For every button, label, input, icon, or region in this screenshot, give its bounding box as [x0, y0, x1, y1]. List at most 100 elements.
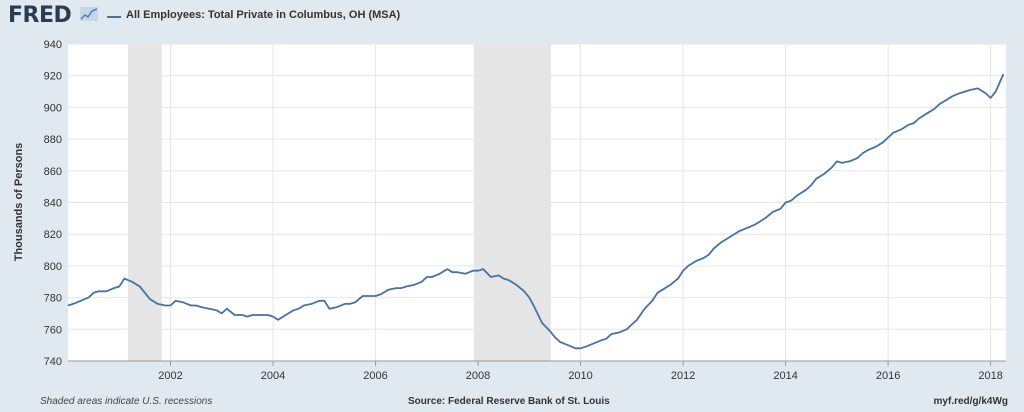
data-point	[194, 304, 198, 308]
data-point	[942, 99, 946, 103]
data-point	[617, 330, 621, 334]
data-point	[840, 161, 844, 165]
data-point	[251, 313, 255, 317]
data-point	[968, 88, 972, 92]
data-point	[702, 256, 706, 260]
data-point	[604, 337, 608, 341]
data-point	[855, 156, 859, 160]
data-point	[284, 313, 288, 317]
data-point	[763, 216, 767, 220]
data-point	[514, 283, 518, 287]
data-point	[507, 278, 511, 282]
y-tick-label: 740	[44, 356, 62, 368]
data-point	[138, 285, 142, 289]
data-point	[399, 286, 403, 290]
data-point	[335, 305, 339, 309]
data-point	[694, 259, 698, 263]
data-point	[71, 302, 75, 306]
y-tick-label: 900	[44, 102, 62, 114]
data-point	[386, 288, 390, 292]
data-point	[276, 318, 280, 322]
data-point	[317, 299, 321, 303]
series-legend-line	[107, 16, 121, 18]
y-tick-label: 840	[44, 198, 62, 210]
data-point	[258, 313, 262, 317]
data-point	[727, 235, 731, 239]
data-point	[497, 273, 501, 277]
data-point	[112, 286, 116, 290]
data-point	[353, 300, 357, 304]
data-point	[668, 283, 672, 287]
fred-logo[interactable]: FRED	[8, 3, 72, 28]
data-point	[566, 343, 570, 347]
data-point	[207, 307, 211, 311]
data-point	[994, 90, 998, 94]
data-point	[635, 318, 639, 322]
data-point	[143, 291, 147, 295]
data-point	[489, 275, 493, 279]
series-title[interactable]: All Employees: Total Private in Columbus…	[126, 9, 401, 21]
data-point	[87, 296, 91, 300]
y-tick-label: 820	[44, 229, 62, 241]
data-point	[220, 311, 224, 315]
data-point	[104, 289, 108, 293]
data-point	[958, 91, 962, 95]
y-axis-label: Thousands of Persons	[13, 143, 25, 262]
y-axis-ticks: 740 760 780 800 820 840 860 880 900 920 940	[44, 39, 62, 368]
data-point	[912, 121, 916, 125]
data-point	[917, 116, 921, 120]
x-tick-label: 2008	[466, 370, 490, 382]
data-point	[804, 188, 808, 192]
data-point	[420, 280, 424, 284]
data-point	[655, 291, 659, 295]
data-point	[630, 323, 634, 327]
data-point	[873, 145, 877, 149]
data-point	[348, 302, 352, 306]
data-point	[814, 177, 818, 181]
y-tick-label: 780	[44, 293, 62, 305]
data-point	[579, 346, 583, 350]
data-point	[292, 308, 296, 312]
x-tick-label: 2014	[773, 370, 797, 382]
data-point	[937, 102, 941, 106]
data-point	[189, 304, 193, 308]
data-point	[302, 304, 306, 308]
data-point	[266, 313, 270, 317]
data-point	[130, 280, 134, 284]
data-point	[156, 302, 160, 306]
x-tick-label: 2016	[876, 370, 900, 382]
data-point	[732, 232, 736, 236]
data-point	[609, 332, 613, 336]
data-point	[753, 223, 757, 227]
short-url-link[interactable]: myf.red/g/k4Wg	[933, 396, 1008, 407]
data-point	[245, 315, 249, 319]
data-point	[848, 159, 852, 163]
data-point	[558, 340, 562, 344]
data-point	[425, 275, 429, 279]
data-point	[374, 294, 378, 298]
data-point	[573, 346, 577, 350]
data-point	[412, 283, 416, 287]
y-tick-label: 860	[44, 166, 62, 178]
data-point	[784, 201, 788, 205]
data-point	[932, 107, 936, 111]
data-point	[438, 272, 442, 276]
data-point	[240, 313, 244, 317]
fred-chart-icon	[80, 7, 98, 21]
data-point	[181, 300, 185, 304]
data-point	[450, 270, 454, 274]
data-point	[404, 285, 408, 289]
data-point	[899, 128, 903, 132]
data-point	[540, 321, 544, 325]
data-point	[758, 220, 762, 224]
data-point	[643, 307, 647, 311]
data-point	[174, 299, 178, 303]
data-point	[745, 226, 749, 230]
data-point	[471, 269, 475, 273]
data-point	[712, 246, 716, 250]
data-point	[835, 159, 839, 163]
data-point	[548, 329, 552, 333]
data-point	[681, 269, 685, 273]
data-point	[297, 307, 301, 311]
x-tick-label: 2004	[261, 370, 285, 382]
